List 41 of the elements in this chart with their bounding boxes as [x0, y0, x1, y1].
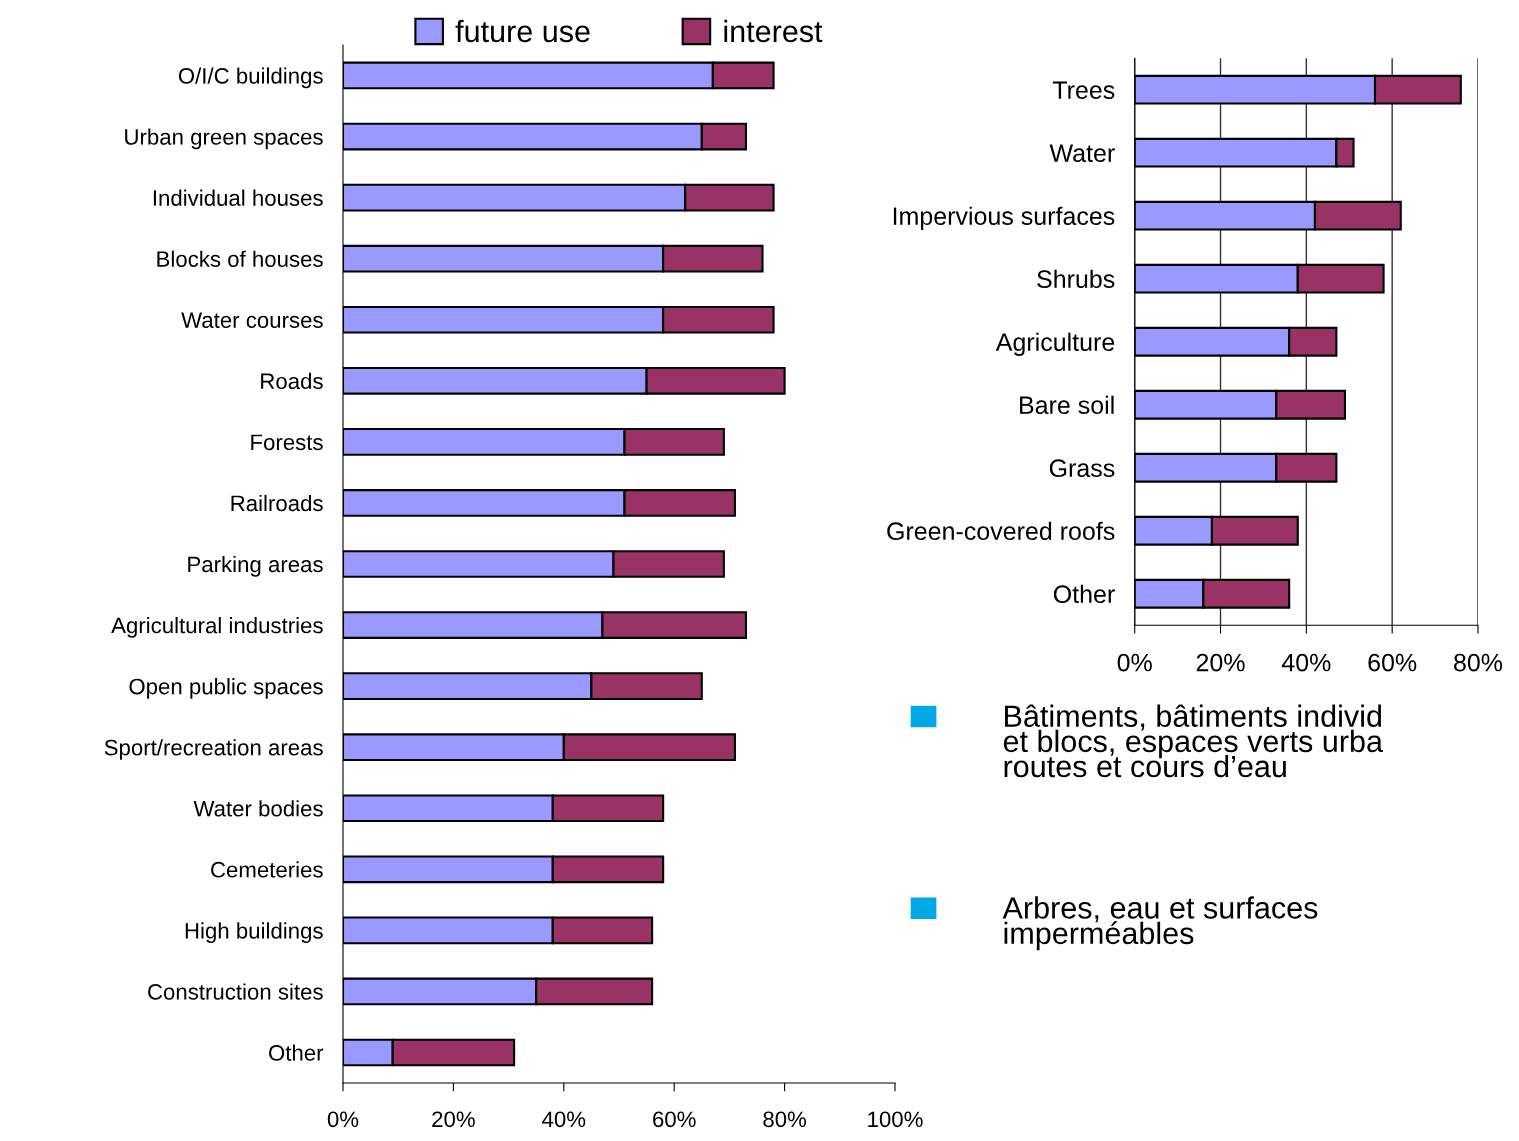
x-tick-label: 0%	[1117, 653, 1152, 672]
y-tick-label: Open public spaces	[129, 678, 323, 699]
x-tick-label: 40%	[542, 1111, 586, 1128]
y-tick-label: Railroads	[231, 494, 323, 512]
y-tick-label: Water courses	[181, 312, 323, 329]
legend-label: interest	[724, 19, 823, 43]
y-tick-label: O/I/C buildings	[178, 67, 323, 89]
x-tick-label: 0%	[327, 1111, 359, 1128]
y-tick-label: High buildings	[185, 922, 323, 944]
y-tick-label: Parking areas	[188, 555, 323, 577]
x-tick-label: 100%	[868, 1111, 923, 1128]
y-tick-label: Cemeteries	[211, 861, 323, 878]
y-tick-label: Green-covered roofs	[887, 521, 1115, 541]
legend-label: future use	[455, 19, 590, 43]
x-tick-label: 20%	[432, 1111, 475, 1128]
x-tick-label: 60%	[1368, 653, 1417, 672]
y-tick-label: Agricultural industries	[111, 617, 323, 638]
text: Bâtiments, bâtiments individ et blocs, espaces verts urba routes et cours d’eau	[1003, 704, 1383, 778]
y-tick-label: Individual houses	[153, 189, 323, 206]
y-tick-label: Impervious surfaces	[893, 206, 1115, 230]
y-tick-label: Blocks of houses	[157, 250, 323, 267]
x-tick-label: 80%	[763, 1111, 807, 1128]
y-tick-label: Trees	[1052, 81, 1115, 99]
x-tick-label: 20%	[1196, 653, 1245, 672]
y-tick-label: Grass	[1049, 459, 1115, 478]
x-tick-label: 60%	[653, 1111, 696, 1128]
y-tick-label: Shrubs	[1037, 269, 1115, 289]
y-tick-label: Water	[1049, 144, 1115, 163]
y-tick-label: Roads	[261, 372, 323, 390]
y-tick-label: Urban green spaces	[125, 128, 323, 150]
y-tick-label: Bare soil	[1020, 395, 1114, 415]
y-tick-label: Agriculture	[995, 332, 1115, 356]
x-tick-label: 40%	[1281, 653, 1331, 672]
y-tick-label: Other	[269, 1044, 324, 1061]
x-tick-label: 80%	[1454, 653, 1503, 672]
y-tick-label: Sport/recreation areas	[104, 739, 323, 760]
y-tick-label: Water bodies	[193, 800, 323, 817]
y-tick-label: Forests	[251, 434, 323, 451]
y-tick-label: Construction sites	[148, 983, 323, 1000]
text: Arbres, eau et surfaces imperméables	[1002, 896, 1318, 951]
y-tick-label: Other	[1053, 584, 1115, 604]
